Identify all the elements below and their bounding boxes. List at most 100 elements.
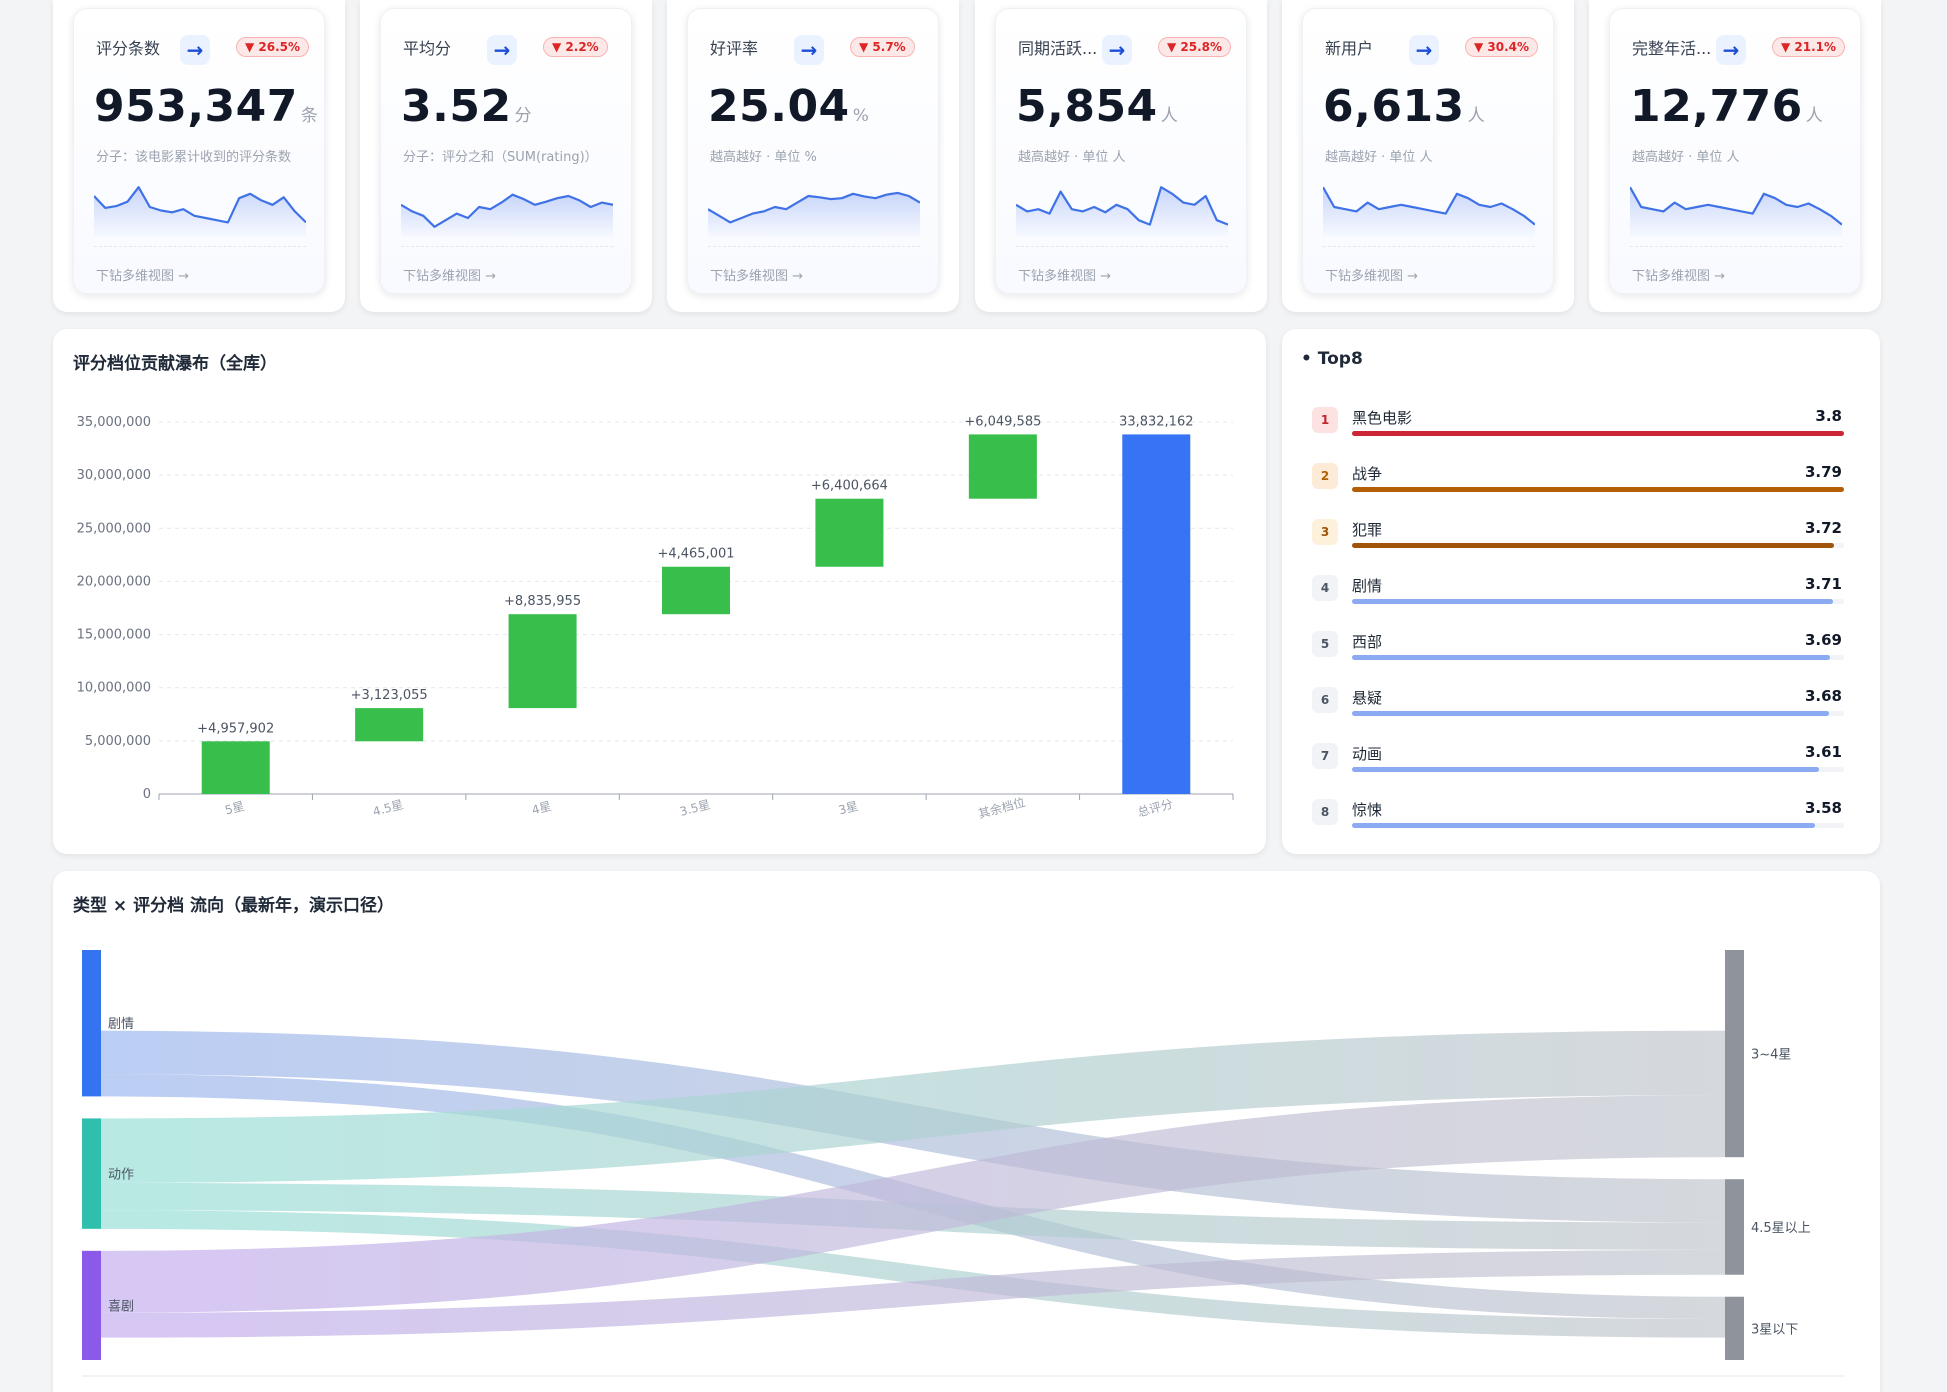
rank-bar-fill — [1352, 655, 1831, 660]
sankey-link[interactable] — [100, 1030, 1726, 1183]
kpi-sparkline — [1630, 186, 1842, 237]
arrow-right-icon[interactable]: → — [180, 35, 210, 65]
kpi-change-badge: ▼ 26.5% — [236, 37, 310, 57]
sankey-target-node[interactable] — [1725, 950, 1744, 1158]
waterfall-bar[interactable] — [662, 566, 730, 615]
waterfall-title: 评分档位贡献瀑布（全库） — [73, 354, 277, 374]
rank-bar-fill — [1352, 487, 1844, 492]
rank-bar-fill — [1352, 823, 1816, 828]
kpi-unit: 分 — [514, 106, 533, 126]
kpi-drill-link[interactable]: 下钻多维视图 → — [1632, 269, 1726, 284]
kpi-subtitle: 越高越好 · 单位 人 — [1325, 150, 1433, 165]
kpi-drill-link[interactable]: 下钻多维视图 → — [403, 269, 497, 284]
kpi-change-badge: ▼ 30.4% — [1465, 37, 1539, 57]
kpi-card[interactable]: 平均分 → ▼ 2.2% 3.52 分分子：评分之和（SUM(rating)） 下钻多维视… — [380, 8, 632, 294]
kpi-change-badge: ▼ 2.2% — [543, 37, 608, 57]
kpi-card[interactable]: 评分条数 → ▼ 26.5% 953,347 条分子：该电影累计收到的评分条数 下钻多维视… — [73, 8, 325, 294]
rank-genre-name: 剧情 — [1352, 577, 1383, 595]
bar-value-label: +4,465,001 — [657, 547, 734, 562]
ranking-row[interactable]: 5 西部 3.69 — [1312, 627, 1844, 671]
rank-genre-name: 战争 — [1352, 465, 1383, 483]
ranking-row[interactable]: 6 悬疑 3.68 — [1312, 683, 1844, 727]
ranking-row[interactable]: 3 犯罪 3.72 — [1312, 515, 1844, 559]
kpi-value: 6,613 人 — [1323, 81, 1485, 132]
kpi-divider — [708, 246, 920, 247]
kpi-drill-link[interactable]: 下钻多维视图 → — [96, 269, 190, 284]
kpi-sparkline — [1016, 186, 1228, 237]
kpi-divider — [401, 246, 613, 247]
arrow-right-icon[interactable]: → — [794, 35, 824, 65]
ranking-row[interactable]: 2 战争 3.79 — [1312, 459, 1844, 503]
rank-bar-track — [1352, 655, 1844, 660]
sparkline-line — [1016, 186, 1228, 226]
ranking-row[interactable]: 4 剧情 3.71 — [1312, 571, 1844, 615]
kpi-value-number: 953,347 — [94, 81, 298, 132]
kpi-outer-card: 好评率 → ▼ 5.7% 25.04% 越高越好 · 单位 % 下钻多维视图 → — [667, 0, 959, 312]
y-tick-label: 25,000,000 — [77, 521, 151, 536]
rank-score: 3.61 — [1804, 743, 1842, 761]
rank-genre-name: 黑色电影 — [1352, 409, 1413, 427]
kpi-subtitle: 分子：评分之和（SUM(rating)） — [403, 150, 598, 165]
ranking-row[interactable]: 8 惊悚 3.58 — [1312, 795, 1844, 839]
kpi-unit: % — [852, 106, 870, 126]
y-tick-label: 20,000,000 — [77, 574, 151, 589]
sparkline-line — [401, 193, 613, 228]
kpi-outer-card: 评分条数 → ▼ 26.5% 953,347 条分子：该电影累计收到的评分条数 下钻多维视… — [53, 0, 345, 312]
y-tick-label: 0 — [143, 787, 151, 802]
waterfall-bar[interactable] — [815, 498, 884, 567]
sankey-link[interactable] — [100, 1249, 1726, 1338]
rank-genre-name: 悬疑 — [1352, 689, 1383, 707]
kpi-sparkline — [1323, 186, 1535, 237]
kpi-value: 5,854 人 — [1016, 81, 1178, 132]
kpi-drill-link[interactable]: 下钻多维视图 → — [1018, 269, 1112, 284]
kpi-outer-card: 新用户 → ▼ 30.4% 6,613 人越高越好 · 单位 人下钻多维视图 → — [1282, 0, 1574, 312]
kpi-card[interactable]: 好评率 → ▼ 5.7% 25.04% 越高越好 · 单位 % 下钻多维视图 → — [687, 8, 939, 294]
bar-value-label: +4,957,902 — [197, 721, 274, 736]
kpi-divider — [1016, 246, 1228, 247]
rank-badge: 3 — [1312, 519, 1338, 545]
kpi-card[interactable]: 新用户 → ▼ 30.4% 6,613 人越高越好 · 单位 人下钻多维视图 → — [1302, 8, 1554, 294]
ranking-panel: • Top8 1 黑色电影 3.8 2 战争 3.79 3 犯罪 3.72 4 剧情 3.71 5 西部 3… — [1282, 329, 1880, 854]
waterfall-bar[interactable] — [1122, 434, 1191, 794]
sankey-source-node[interactable] — [82, 1118, 101, 1229]
waterfall-bar[interactable] — [968, 434, 1037, 499]
arrow-right-icon[interactable]: → — [1102, 35, 1132, 65]
sparkline-line — [1323, 186, 1535, 226]
x-tick-label: 其余档位 — [977, 794, 1027, 821]
kpi-drill-link[interactable]: 下钻多维视图 → — [710, 269, 804, 284]
ranking-row[interactable]: 1 黑色电影 3.8 — [1312, 403, 1844, 447]
ranking-row[interactable]: 7 动画 3.61 — [1312, 739, 1844, 783]
waterfall-chart: 0 5,000,000 10,000,000 15,000,000 20,000,000… — [77, 414, 1234, 821]
kpi-sparkline — [708, 191, 920, 237]
kpi-drill-link[interactable]: 下钻多维视图 → — [1325, 269, 1419, 284]
kpi-value: 953,347 条 — [94, 81, 318, 132]
arrow-right-icon[interactable]: → — [1716, 35, 1746, 65]
rank-bar-track — [1352, 823, 1844, 828]
waterfall-bar[interactable] — [201, 741, 270, 794]
sankey-source-node[interactable] — [82, 950, 101, 1097]
kpi-value-number: 3.52 — [401, 81, 512, 132]
arrow-right-icon[interactable]: → — [487, 35, 517, 65]
waterfall-bar[interactable] — [355, 708, 424, 742]
sparkline-line — [1630, 186, 1842, 226]
rank-score: 3.69 — [1804, 631, 1842, 649]
kpi-title: 同期活跃... — [1018, 39, 1098, 58]
sankey-target-node[interactable] — [1725, 1179, 1744, 1275]
arrow-right-icon[interactable]: → — [1409, 35, 1439, 65]
sankey-source-node[interactable] — [82, 1250, 101, 1360]
sparkline-area — [401, 194, 613, 237]
waterfall-bar[interactable] — [508, 614, 577, 709]
kpi-card[interactable]: 完整年活... → ▼ 21.1% 12,776 人越高越好 · 单位 人下钻多维视图 … — [1609, 8, 1861, 294]
sankey-link[interactable] — [100, 1095, 1726, 1313]
sankey-panel: 类型 × 评分档 流向（最新年，演示口径） 剧情 动作 喜剧 3~4星 4.5星以上 3星… — [53, 871, 1880, 1392]
rank-badge: 5 — [1312, 631, 1338, 657]
sankey-link[interactable] — [100, 1210, 1726, 1338]
kpi-outer-card: 平均分 → ▼ 2.2% 3.52 分分子：评分之和（SUM(rating)） 下钻多维视… — [360, 0, 652, 312]
kpi-title: 新用户 — [1325, 39, 1374, 58]
x-tick-label: 4星 — [530, 799, 553, 818]
bar-value-label: +8,835,955 — [504, 594, 581, 609]
kpi-unit: 人 — [1805, 106, 1824, 126]
sankey-target-node[interactable] — [1725, 1296, 1744, 1360]
kpi-card[interactable]: 同期活跃... → ▼ 25.8% 5,854 人越高越好 · 单位 人下钻多维视图 → — [995, 8, 1247, 294]
rank-bar-fill — [1352, 431, 1844, 436]
